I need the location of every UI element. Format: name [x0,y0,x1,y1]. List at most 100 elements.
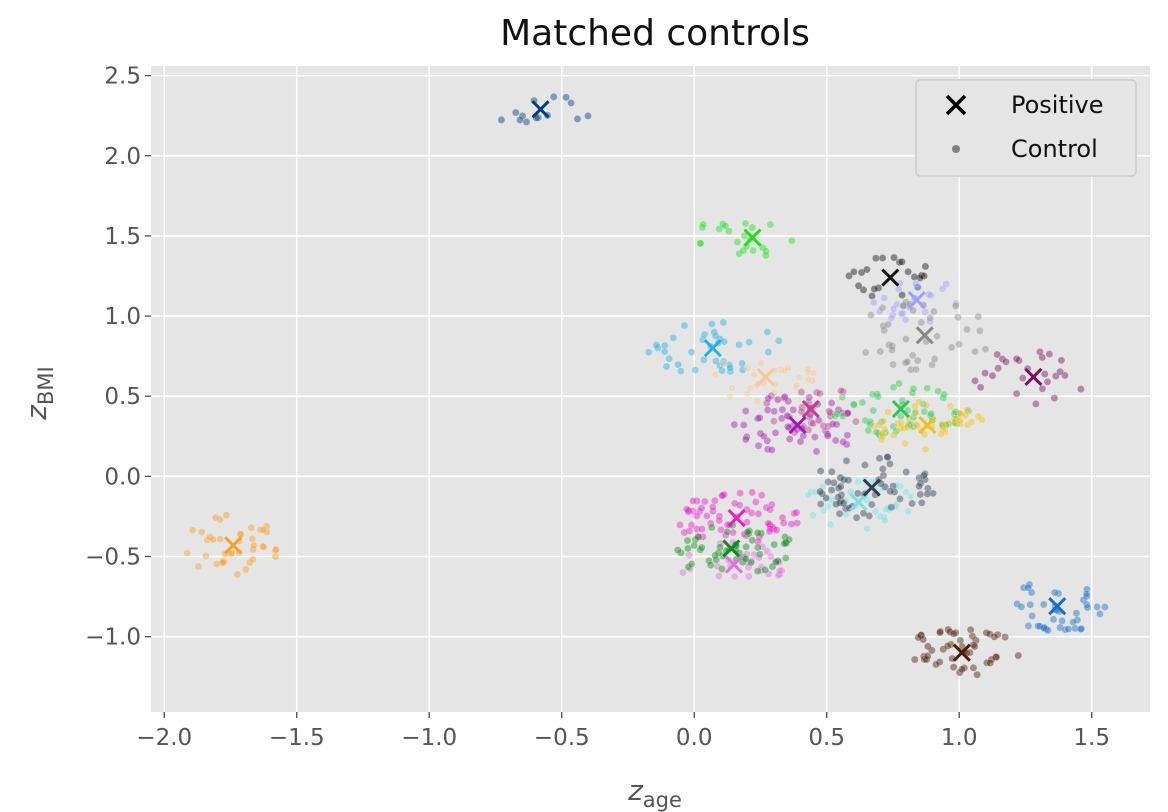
control-point [715,572,723,580]
control-point [841,496,850,505]
control-point [861,348,870,357]
control-point [774,395,782,404]
control-point [947,343,956,352]
control-point [1027,588,1036,597]
control-point [880,293,888,302]
control-point [849,400,858,409]
control-point [1050,394,1059,402]
control-point [772,396,781,405]
control-point [757,359,766,368]
control-point [767,445,776,454]
control-point [981,345,990,354]
control-point [921,469,929,478]
control-point [775,558,784,567]
control-point [804,368,813,377]
control-point [917,271,926,280]
control-point [935,658,944,666]
control-point [870,285,879,293]
control-point [733,237,742,246]
control-point [858,398,867,407]
control-point [562,93,570,102]
control-point [693,525,701,533]
control-point [761,251,770,260]
control-point [887,503,896,512]
control-point [271,552,280,561]
control-point [684,507,693,516]
control-point [758,542,767,551]
control-point [233,570,242,579]
control-point [705,556,713,565]
control-point [926,411,935,420]
control-point [811,487,820,496]
control-point [852,417,860,426]
control-point [938,284,947,293]
control-point [1073,616,1082,624]
control-point [1038,384,1047,393]
control-point [933,332,941,341]
control-point [863,265,871,274]
control-point [836,473,845,482]
control-point [888,341,897,350]
control-point [1082,590,1091,598]
control-point [878,464,887,473]
control-point [751,497,760,506]
control-point [879,471,888,480]
control-point [259,526,268,534]
control-point [895,258,904,267]
control-point [877,435,886,444]
control-point [916,490,925,499]
control-point [206,533,214,541]
y-tick-label: 0.0 [104,464,141,490]
control-point [262,522,271,531]
control-point [226,550,235,558]
control-point [653,343,662,352]
positive-marker [727,508,746,528]
control-point [742,542,750,551]
control-point [990,632,999,641]
control-point [921,445,930,454]
control-point [1040,370,1049,378]
control-point [843,431,852,440]
control-point [910,655,919,664]
control-point [803,365,812,374]
control-point [747,556,756,565]
control-point [714,548,723,557]
control-point [716,539,725,548]
control-point [992,653,1001,662]
control-point [942,280,951,288]
control-point [785,435,794,443]
control-point [919,400,928,408]
control-point [865,512,874,520]
control-point [883,504,892,513]
control-point [767,391,776,400]
control-point [902,298,910,307]
control-point [691,535,700,544]
control-point [956,409,964,418]
control-point [711,551,720,560]
x-axis-label-sub: age [643,788,682,812]
control-point [879,483,887,492]
x-tick-label: −2.0 [136,725,192,751]
control-point [692,512,701,520]
control-point [787,520,796,528]
control-point [584,112,592,120]
control-point [842,440,851,449]
positive-marker [952,643,971,662]
control-point [1024,583,1032,592]
control-point [936,628,944,637]
control-point [906,420,915,429]
control-point [698,223,707,232]
control-point [781,538,790,547]
control-point [1032,399,1040,408]
control-point [881,505,890,514]
control-point [879,417,888,425]
control-point [986,659,995,667]
control-point [954,313,962,322]
control-point [771,557,780,566]
control-point [248,555,257,564]
control-point [909,306,917,315]
control-point [1061,371,1069,380]
control-point [766,505,774,514]
control-point [218,558,227,567]
control-point [682,505,691,514]
